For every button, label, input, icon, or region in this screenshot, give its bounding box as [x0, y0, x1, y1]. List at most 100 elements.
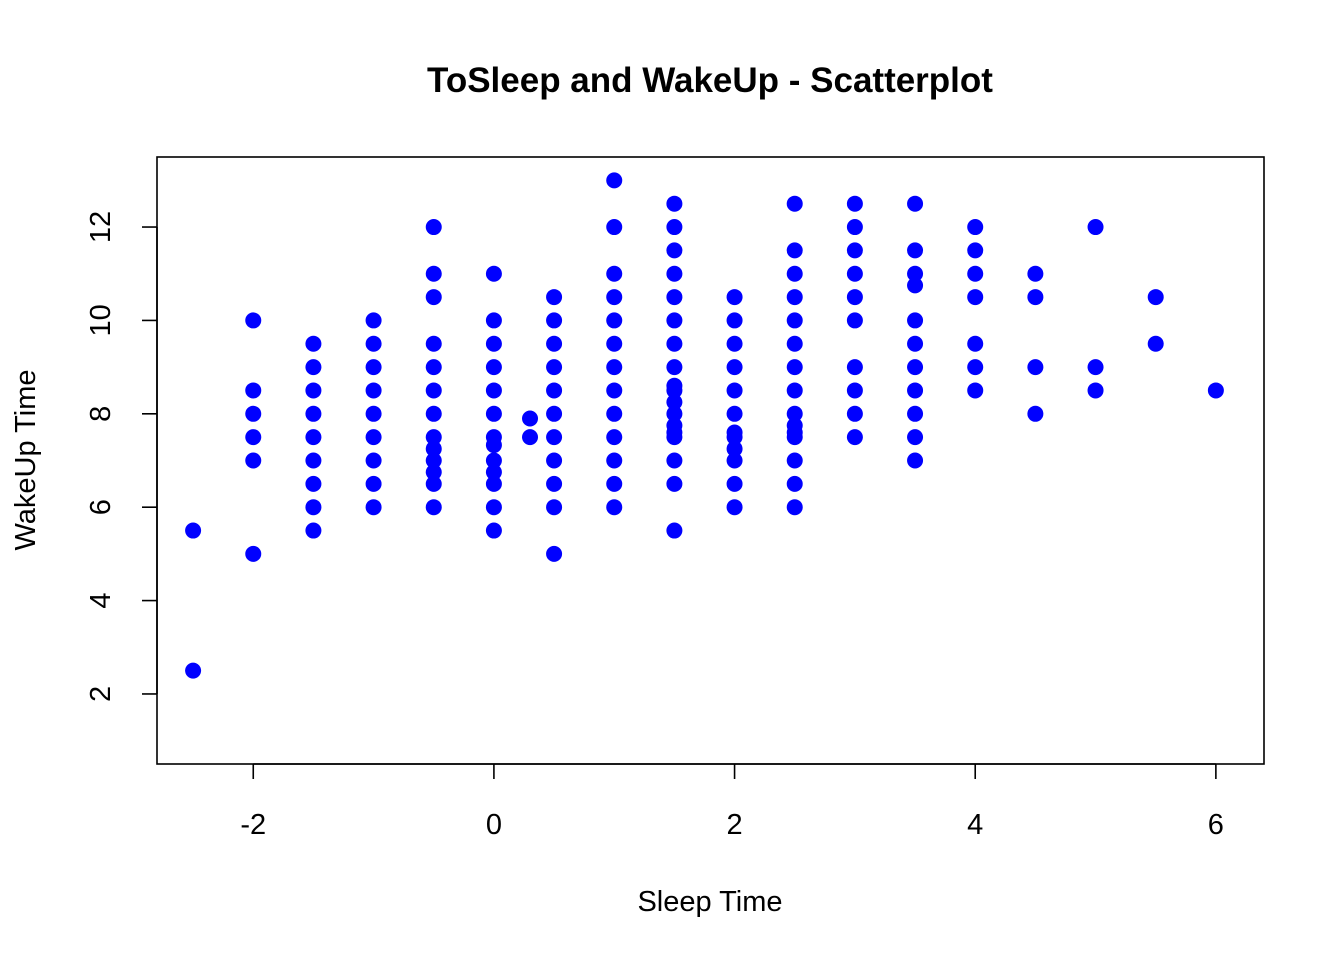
data-point	[425, 429, 442, 446]
data-point	[726, 405, 743, 422]
x-tick-label: 2	[726, 809, 742, 841]
data-point	[185, 522, 202, 539]
data-point	[846, 429, 863, 446]
data-point	[726, 359, 743, 376]
data-point	[786, 265, 803, 282]
data-point	[786, 242, 803, 259]
data-point	[546, 289, 563, 306]
data-point	[786, 452, 803, 469]
data-point	[786, 499, 803, 516]
data-point	[967, 289, 984, 306]
data-point	[425, 499, 442, 516]
data-point	[606, 382, 623, 399]
y-tick-label: 2	[85, 686, 117, 702]
x-tick-label: 6	[1208, 809, 1224, 841]
data-point	[967, 265, 984, 282]
data-point	[485, 452, 502, 469]
data-point	[485, 359, 502, 376]
data-point	[967, 382, 984, 399]
data-point	[786, 475, 803, 492]
data-point	[666, 429, 683, 446]
data-point	[305, 499, 322, 516]
data-point	[666, 242, 683, 259]
data-point	[666, 405, 683, 422]
data-point	[546, 545, 563, 562]
data-point	[365, 359, 382, 376]
data-point	[365, 475, 382, 492]
data-point	[485, 499, 502, 516]
data-point	[846, 265, 863, 282]
data-point	[485, 475, 502, 492]
data-point	[606, 359, 623, 376]
data-point	[1027, 289, 1044, 306]
data-point	[606, 219, 623, 236]
data-point	[365, 405, 382, 422]
data-point	[305, 405, 322, 422]
data-point	[305, 522, 322, 539]
data-point	[305, 475, 322, 492]
data-point	[846, 289, 863, 306]
data-point	[907, 359, 924, 376]
data-point	[967, 359, 984, 376]
data-point	[846, 359, 863, 376]
data-point	[522, 410, 539, 427]
data-point	[485, 522, 502, 539]
x-axis-label: Sleep Time	[637, 886, 782, 918]
x-tick-label: 4	[967, 809, 983, 841]
y-tick-label: 4	[85, 593, 117, 609]
data-point	[425, 405, 442, 422]
x-tick-label: 0	[486, 809, 502, 841]
data-point	[546, 312, 563, 329]
data-point	[546, 499, 563, 516]
data-point	[485, 382, 502, 399]
data-point	[485, 437, 502, 454]
data-point	[786, 359, 803, 376]
data-point	[726, 289, 743, 306]
data-point	[365, 429, 382, 446]
data-point	[606, 335, 623, 352]
data-point	[425, 382, 442, 399]
data-point	[666, 522, 683, 539]
data-point	[726, 335, 743, 352]
data-point	[485, 335, 502, 352]
data-point	[1087, 219, 1104, 236]
data-point	[546, 475, 563, 492]
data-point	[1027, 359, 1044, 376]
data-point	[1087, 359, 1104, 376]
x-axis: -2 0 2 4 6	[240, 763, 1224, 841]
data-point	[606, 499, 623, 516]
data-point	[245, 382, 262, 399]
data-point	[546, 382, 563, 399]
data-point	[425, 452, 442, 469]
data-point	[907, 429, 924, 446]
data-point	[1087, 382, 1104, 399]
data-point	[726, 429, 743, 446]
data-point	[606, 289, 623, 306]
data-point	[907, 452, 924, 469]
data-point	[786, 195, 803, 212]
data-point	[425, 440, 442, 457]
y-tick-label: 12	[85, 211, 117, 243]
data-point	[606, 172, 623, 189]
data-point	[907, 335, 924, 352]
data-point	[425, 219, 442, 236]
data-point	[245, 405, 262, 422]
data-point	[907, 277, 924, 294]
data-point	[666, 452, 683, 469]
data-point	[846, 195, 863, 212]
data-point	[907, 382, 924, 399]
data-point	[425, 265, 442, 282]
data-point	[305, 452, 322, 469]
data-point	[485, 405, 502, 422]
data-point	[666, 289, 683, 306]
data-point	[726, 440, 743, 457]
data-point	[726, 452, 743, 469]
data-point	[1147, 335, 1164, 352]
data-point	[425, 464, 442, 481]
points-layer	[185, 172, 1224, 679]
y-tick-label: 10	[85, 304, 117, 336]
data-point	[786, 405, 803, 422]
data-point	[666, 475, 683, 492]
data-point	[786, 335, 803, 352]
data-point	[546, 429, 563, 446]
